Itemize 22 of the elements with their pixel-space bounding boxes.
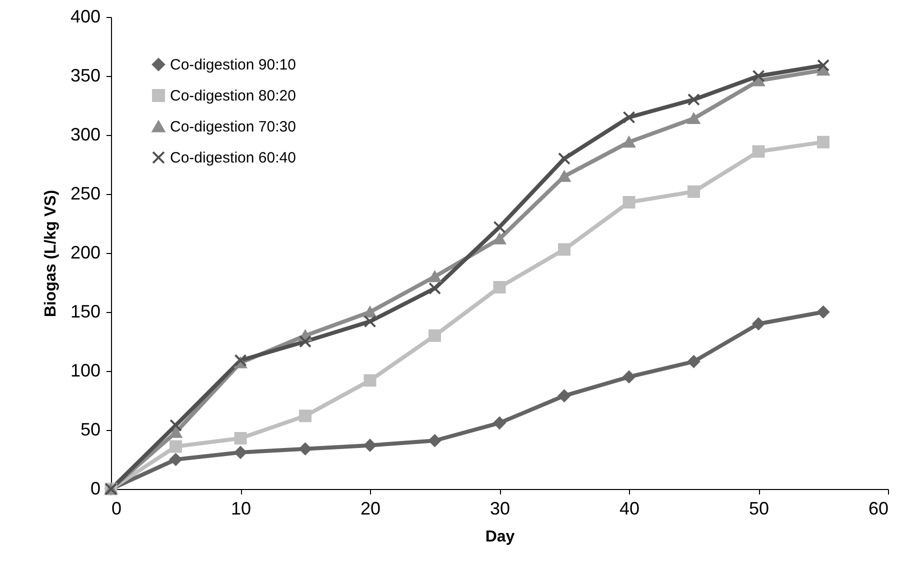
x-tick-label: 0	[112, 498, 122, 518]
legend-label: Co-digestion 70:30	[170, 118, 296, 136]
y-tick-label: 300	[70, 124, 100, 144]
y-tick-label: 0	[90, 478, 100, 498]
legend-label: Co-digestion 80:20	[170, 88, 296, 104]
y-tick-label: 350	[70, 66, 100, 86]
y-tick-label: 250	[70, 184, 100, 204]
x-tick-label: 60	[868, 498, 888, 518]
y-tick-label: 200	[70, 242, 100, 262]
y-axis-title: Biogas (L/kg VS)	[42, 190, 60, 318]
y-tick-label: 400	[70, 6, 100, 26]
x-tick-label: 10	[230, 498, 252, 518]
x-tick-label: 40	[619, 498, 640, 518]
x-axis-title: Day	[485, 528, 515, 546]
x-tick-label: 20	[360, 498, 381, 518]
legend-label: Co-digestion 90:10	[170, 56, 296, 74]
y-tick-label: 150	[70, 302, 100, 322]
x-tick-label: 50	[748, 498, 770, 518]
x-tick-label: 30	[490, 498, 510, 518]
y-tick-label: 100	[70, 360, 100, 380]
y-tick-label: 50	[80, 420, 100, 440]
legend-label: Co-digestion 60:40	[170, 150, 296, 166]
